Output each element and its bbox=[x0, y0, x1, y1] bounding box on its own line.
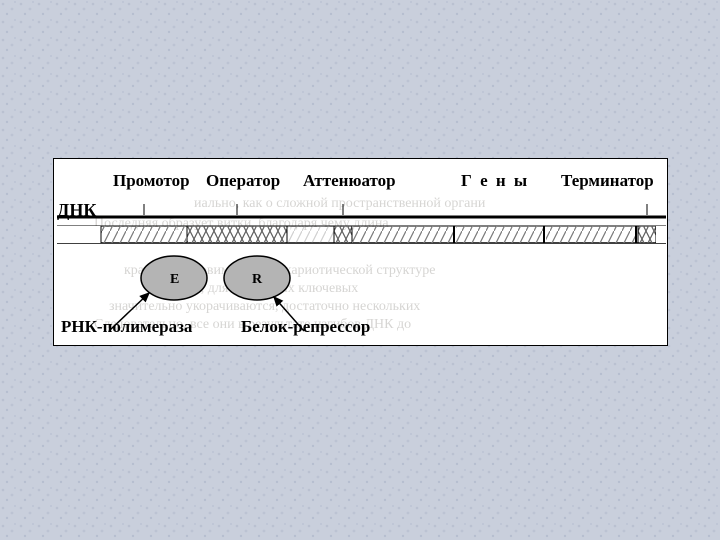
label-repressor: Белок-репрессор bbox=[241, 317, 370, 337]
diagram-frame: иально, как о сложной пространственной о… bbox=[53, 158, 668, 346]
page: иально, как о сложной пространственной о… bbox=[0, 0, 720, 540]
seg-attenuator bbox=[334, 226, 352, 243]
oval-R-label: R bbox=[252, 272, 263, 287]
label-attenuator: Аттенюатор bbox=[303, 171, 396, 191]
label-genes: Г е н ы bbox=[461, 171, 529, 191]
seg-terminator bbox=[638, 226, 656, 243]
label-terminator: Терминатор bbox=[561, 171, 654, 191]
seg-gene2 bbox=[456, 226, 544, 243]
seg-gene1 bbox=[352, 226, 454, 243]
seg-gene3 bbox=[546, 226, 636, 243]
seg-promoter bbox=[101, 226, 186, 243]
seg-operator bbox=[187, 226, 287, 243]
label-rna-polymerase: РНК-полимераза bbox=[61, 317, 192, 337]
label-operator: Оператор bbox=[206, 171, 280, 191]
label-promoter: Промотор bbox=[113, 171, 190, 191]
oval-E-label: E bbox=[170, 272, 179, 287]
